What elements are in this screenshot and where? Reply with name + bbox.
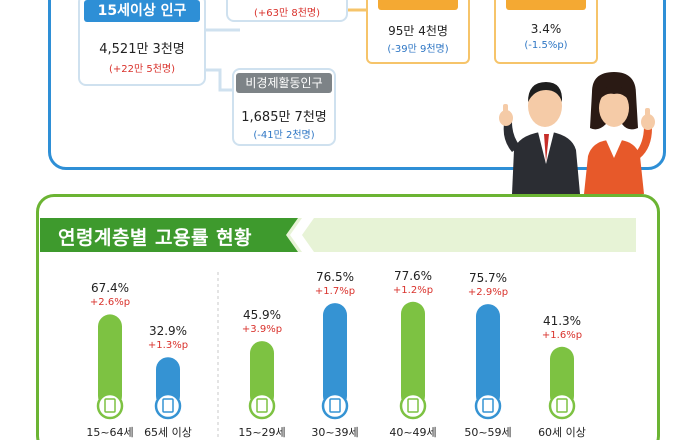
bar-change-label-0: +2.6%p: [89, 297, 131, 309]
bar-change-label-1: +1.3%p: [147, 340, 189, 352]
category-label-4: 40~49세: [389, 426, 437, 439]
active-population-box: [226, 0, 348, 22]
business-people-illustration: [499, 72, 655, 194]
chart-title-banner: [40, 218, 636, 252]
bar-change-label-5: +2.9%p: [467, 287, 509, 299]
document-icon-circle-6: [548, 392, 576, 420]
document-icon-circle-0: [96, 392, 124, 420]
category-label-6: 60세 이상: [538, 426, 586, 439]
bar-change-label-3: +1.7%p: [314, 286, 356, 298]
unemployment-rate-box: [494, 0, 598, 64]
document-icon-circle-5: [474, 392, 502, 420]
category-label-2: 15~29세: [238, 426, 286, 439]
document-icon-3: [329, 398, 341, 413]
woman-figure: [584, 72, 655, 194]
bar-value-label-1: 32.9%: [148, 324, 188, 339]
bar-0: [98, 314, 122, 408]
total-population-change: (+22만 5천명): [108, 64, 176, 75]
unemployment-rate-change: (-1.5%p): [524, 40, 568, 51]
bar-4: [401, 301, 425, 408]
bar-value-label-6: 41.3%: [542, 313, 582, 328]
bar-value-label-3: 76.5%: [315, 270, 355, 285]
chart-title: 연령계층별 고용률 현황: [58, 227, 253, 249]
document-icon-5: [482, 398, 494, 413]
bar-change-label-2: +3.9%p: [241, 324, 283, 336]
document-icon-circle-3: [321, 392, 349, 420]
bar-value-label-2: 45.9%: [242, 308, 282, 323]
bar-change-label-4: +1.2%p: [392, 284, 434, 296]
document-icon-6: [556, 398, 568, 413]
bar-5: [476, 304, 500, 408]
bar-3: [323, 303, 347, 408]
bar-value-label-5: 75.7%: [468, 271, 508, 286]
bar-value-label-4: 77.6%: [393, 268, 433, 283]
unemployed-value: 95만 4천명: [388, 24, 448, 38]
connector-lower: [205, 68, 240, 92]
active-population-change: (+63만 8천명): [253, 8, 321, 19]
document-icon-0: [104, 398, 116, 413]
bar-6: [550, 346, 574, 408]
category-label-1: 65세 이상: [144, 426, 192, 439]
bar-2: [250, 341, 274, 408]
category-label-0: 15~64세: [86, 426, 134, 439]
unemployed-box: [366, 0, 470, 64]
document-icon-circle-4: [399, 392, 427, 420]
bar-change-label-6: +1.6%p: [541, 329, 583, 341]
total-population-value: 4,521만 3천명: [99, 42, 185, 57]
inactive-population-change: (-41만 2천명): [253, 130, 315, 141]
inactive-population-label: 비경제활동인구: [236, 73, 332, 93]
document-icon-2: [256, 398, 268, 413]
connector-lines: [205, 8, 370, 92]
document-icon-4: [407, 398, 419, 413]
category-label-5: 50~59세: [464, 426, 512, 439]
category-label-3: 30~39세: [311, 426, 359, 439]
man-figure: [499, 82, 580, 194]
unemployed-change: (-39만 9천명): [387, 44, 449, 55]
unemployment-rate-header: [506, 0, 586, 10]
unemployment-rate-value: 3.4%: [530, 22, 562, 36]
document-icon-circle-1: [154, 392, 182, 420]
document-icon-circle-2: [248, 392, 276, 420]
inactive-population-value: 1,685만 7천명: [241, 110, 327, 125]
bar-value-label-0: 67.4%: [90, 281, 130, 296]
document-icon-1: [162, 398, 174, 413]
total-population-label: 15세이상 인구: [84, 0, 200, 22]
unemployed-header: [378, 0, 458, 10]
